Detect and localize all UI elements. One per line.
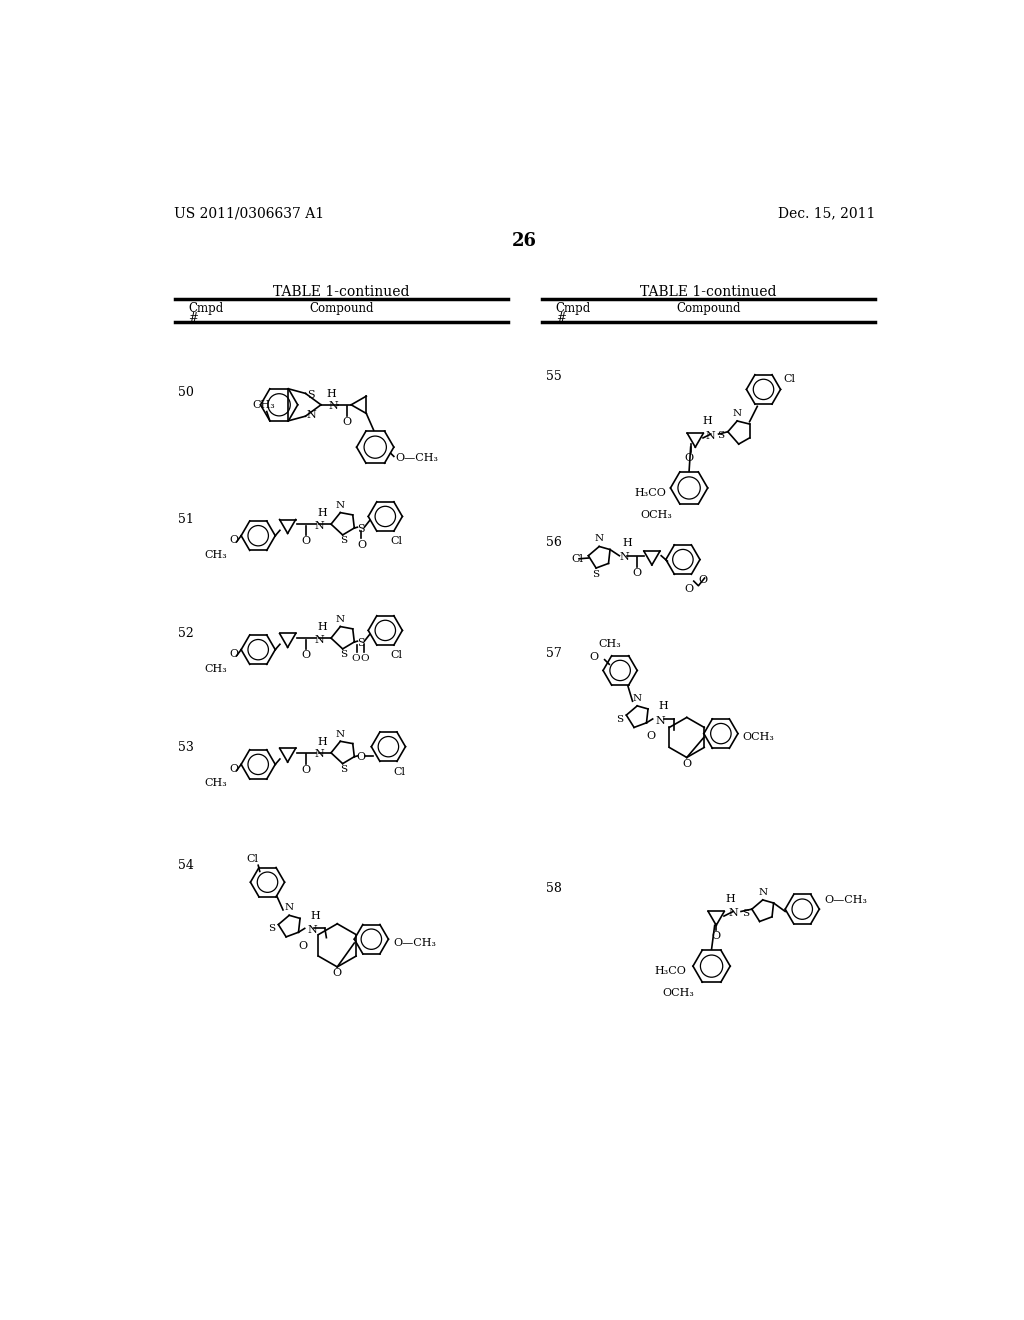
Text: 58: 58 [546,882,561,895]
Text: 52: 52 [178,627,195,640]
Text: O: O [360,653,369,663]
Text: H₃CO: H₃CO [655,966,687,975]
Text: 53: 53 [178,742,195,754]
Text: N: N [336,615,345,624]
Text: S: S [340,651,347,660]
Text: H: H [317,508,327,517]
Text: Cmpd: Cmpd [188,302,223,315]
Text: N: N [314,750,324,759]
Text: Compound: Compound [676,302,740,315]
Text: Cmpd: Cmpd [556,302,591,315]
Text: S: S [340,766,347,774]
Text: 56: 56 [546,536,561,549]
Text: Dec. 15, 2011: Dec. 15, 2011 [777,206,876,220]
Text: H: H [310,911,319,921]
Text: O: O [229,536,238,545]
Text: H: H [725,894,735,904]
Text: O: O [302,536,311,546]
Text: CH₃: CH₃ [205,549,227,560]
Text: O: O [682,759,691,770]
Text: 57: 57 [546,647,561,660]
Text: TABLE 1-continued: TABLE 1-continued [640,285,777,300]
Text: S: S [356,524,365,533]
Text: N: N [336,730,345,739]
Text: O: O [357,540,367,549]
Text: N: N [655,715,666,726]
Text: S: S [593,570,600,578]
Text: H: H [327,389,336,400]
Text: O: O [229,764,238,774]
Text: H: H [317,737,327,747]
Text: O: O [684,585,693,594]
Text: H: H [702,416,713,426]
Text: 54: 54 [178,859,195,873]
Text: Cl: Cl [783,374,796,384]
Text: O—CH₃: O—CH₃ [393,939,436,948]
Text: N: N [308,925,317,935]
Text: N: N [758,888,767,896]
Text: O: O [229,649,238,659]
Text: O: O [589,652,598,661]
Text: H: H [658,701,669,711]
Text: O: O [342,417,351,428]
Text: S: S [268,924,275,933]
Text: N: N [595,535,604,544]
Text: N: N [620,552,629,562]
Text: Cl: Cl [571,554,584,564]
Text: N: N [314,520,324,531]
Text: OCH₃: OCH₃ [640,510,672,520]
Text: O: O [633,568,642,578]
Text: CH₃: CH₃ [252,400,275,411]
Text: S: S [340,536,347,545]
Text: O: O [302,766,311,775]
Text: O: O [356,752,366,763]
Text: Cl: Cl [390,651,402,660]
Text: CH₃: CH₃ [205,664,227,673]
Text: N: N [336,502,345,511]
Text: O—CH₃: O—CH₃ [824,895,867,906]
Text: O: O [712,932,721,941]
Text: N: N [728,908,738,917]
Text: N: N [633,694,642,702]
Text: TABLE 1-continued: TABLE 1-continued [272,285,410,300]
Text: N: N [314,635,324,644]
Text: H: H [623,539,632,548]
Text: Cl: Cl [393,767,406,776]
Text: Cl: Cl [390,536,402,546]
Text: US 2011/0306637 A1: US 2011/0306637 A1 [174,206,325,220]
Text: O: O [302,651,311,660]
Text: 50: 50 [178,385,195,399]
Text: N: N [732,409,741,418]
Text: 26: 26 [512,231,538,249]
Text: N: N [306,409,316,420]
Text: O: O [698,576,708,585]
Text: S: S [616,715,624,725]
Text: O: O [333,969,342,978]
Text: 55: 55 [546,370,561,383]
Text: Compound: Compound [309,302,374,315]
Text: O: O [646,731,655,742]
Text: Cl: Cl [246,854,258,863]
Text: OCH₃: OCH₃ [742,733,774,742]
Text: O: O [351,653,360,663]
Text: 51: 51 [178,512,195,525]
Text: S: S [741,909,749,919]
Text: N: N [329,401,339,412]
Text: O: O [299,941,308,950]
Text: H: H [317,622,327,632]
Text: #: # [188,312,199,325]
Text: OCH₃: OCH₃ [663,987,694,998]
Text: O—CH₃: O—CH₃ [395,453,438,463]
Text: S: S [356,638,365,648]
Text: CH₃: CH₃ [598,639,621,649]
Text: CH₃: CH₃ [205,779,227,788]
Text: O: O [684,453,693,463]
Text: N: N [706,430,716,441]
Text: N: N [285,903,294,912]
Text: H₃CO: H₃CO [634,487,666,498]
Text: S: S [718,432,725,440]
Text: #: # [556,312,565,325]
Text: S: S [307,389,314,400]
